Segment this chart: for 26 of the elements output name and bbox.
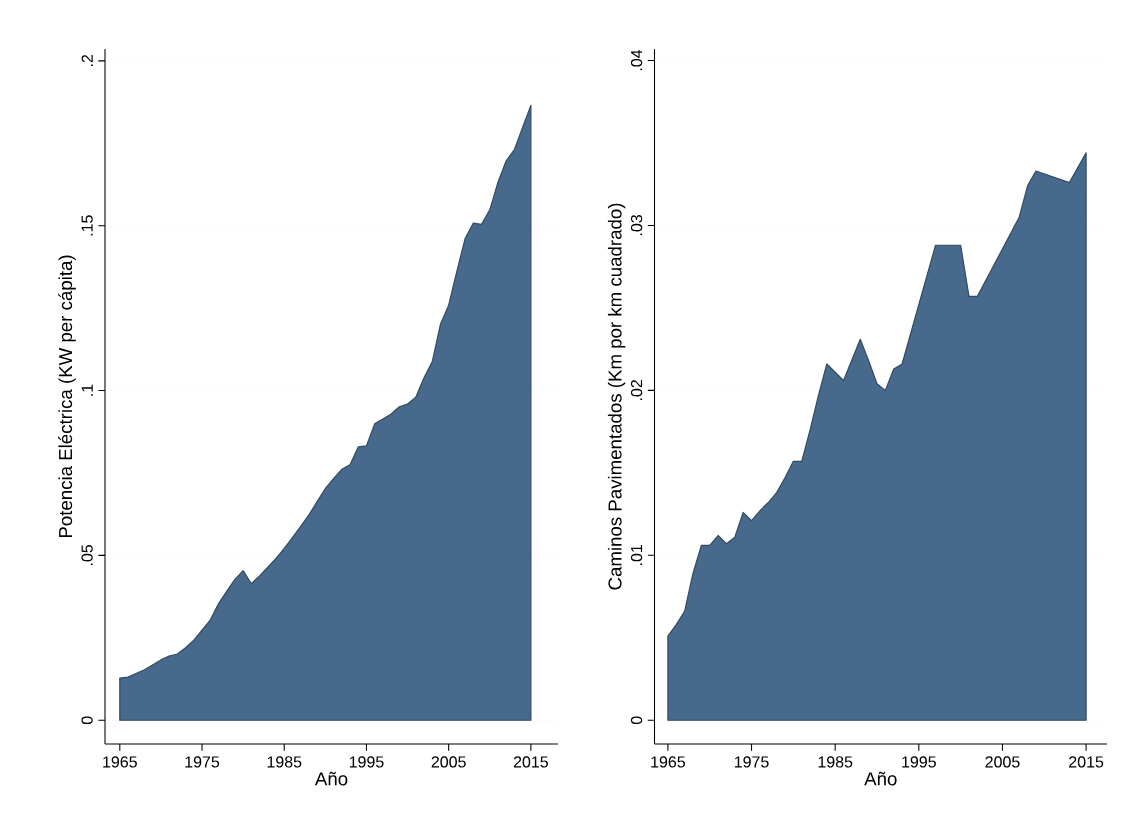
x-tick-label: 1985 [818, 756, 853, 768]
x-tick-label: 2005 [985, 756, 1020, 768]
x-tick-label: 2015 [1069, 756, 1104, 768]
y-tick-label: .05 [81, 544, 93, 566]
y-axis-title: Caminos Pavimentados (Km por km cuadrado) [607, 203, 626, 590]
x-tick-label: 1975 [734, 756, 769, 768]
x-tick-label: 1975 [185, 756, 220, 768]
y-tick-label: 0 [630, 716, 643, 725]
y-tick-label: .04 [630, 49, 643, 71]
x-axis-title: Año [864, 771, 897, 786]
y-tick-label: .02 [630, 380, 643, 401]
y-tick-label: .1 [81, 384, 93, 396]
x-tick-label: 1995 [349, 756, 384, 768]
x-tick-label: 2005 [431, 756, 466, 768]
y-tick-label: 0 [81, 716, 93, 725]
y-tick-label: .03 [630, 215, 643, 236]
x-tick-label: 1965 [651, 756, 685, 768]
y-tick-label: .2 [81, 54, 93, 67]
x-tick-label: 2015 [513, 756, 548, 768]
x-tick-label: 1965 [103, 756, 137, 768]
x-tick-label: 1995 [902, 756, 936, 768]
x-tick-label: 1985 [267, 756, 302, 768]
y-tick-label: .01 [630, 544, 643, 565]
y-tick-label: .15 [81, 215, 93, 236]
x-axis-title: Año [314, 771, 348, 786]
y-axis-title: Potencia Eléctrica (KW per cápita) [58, 255, 76, 538]
